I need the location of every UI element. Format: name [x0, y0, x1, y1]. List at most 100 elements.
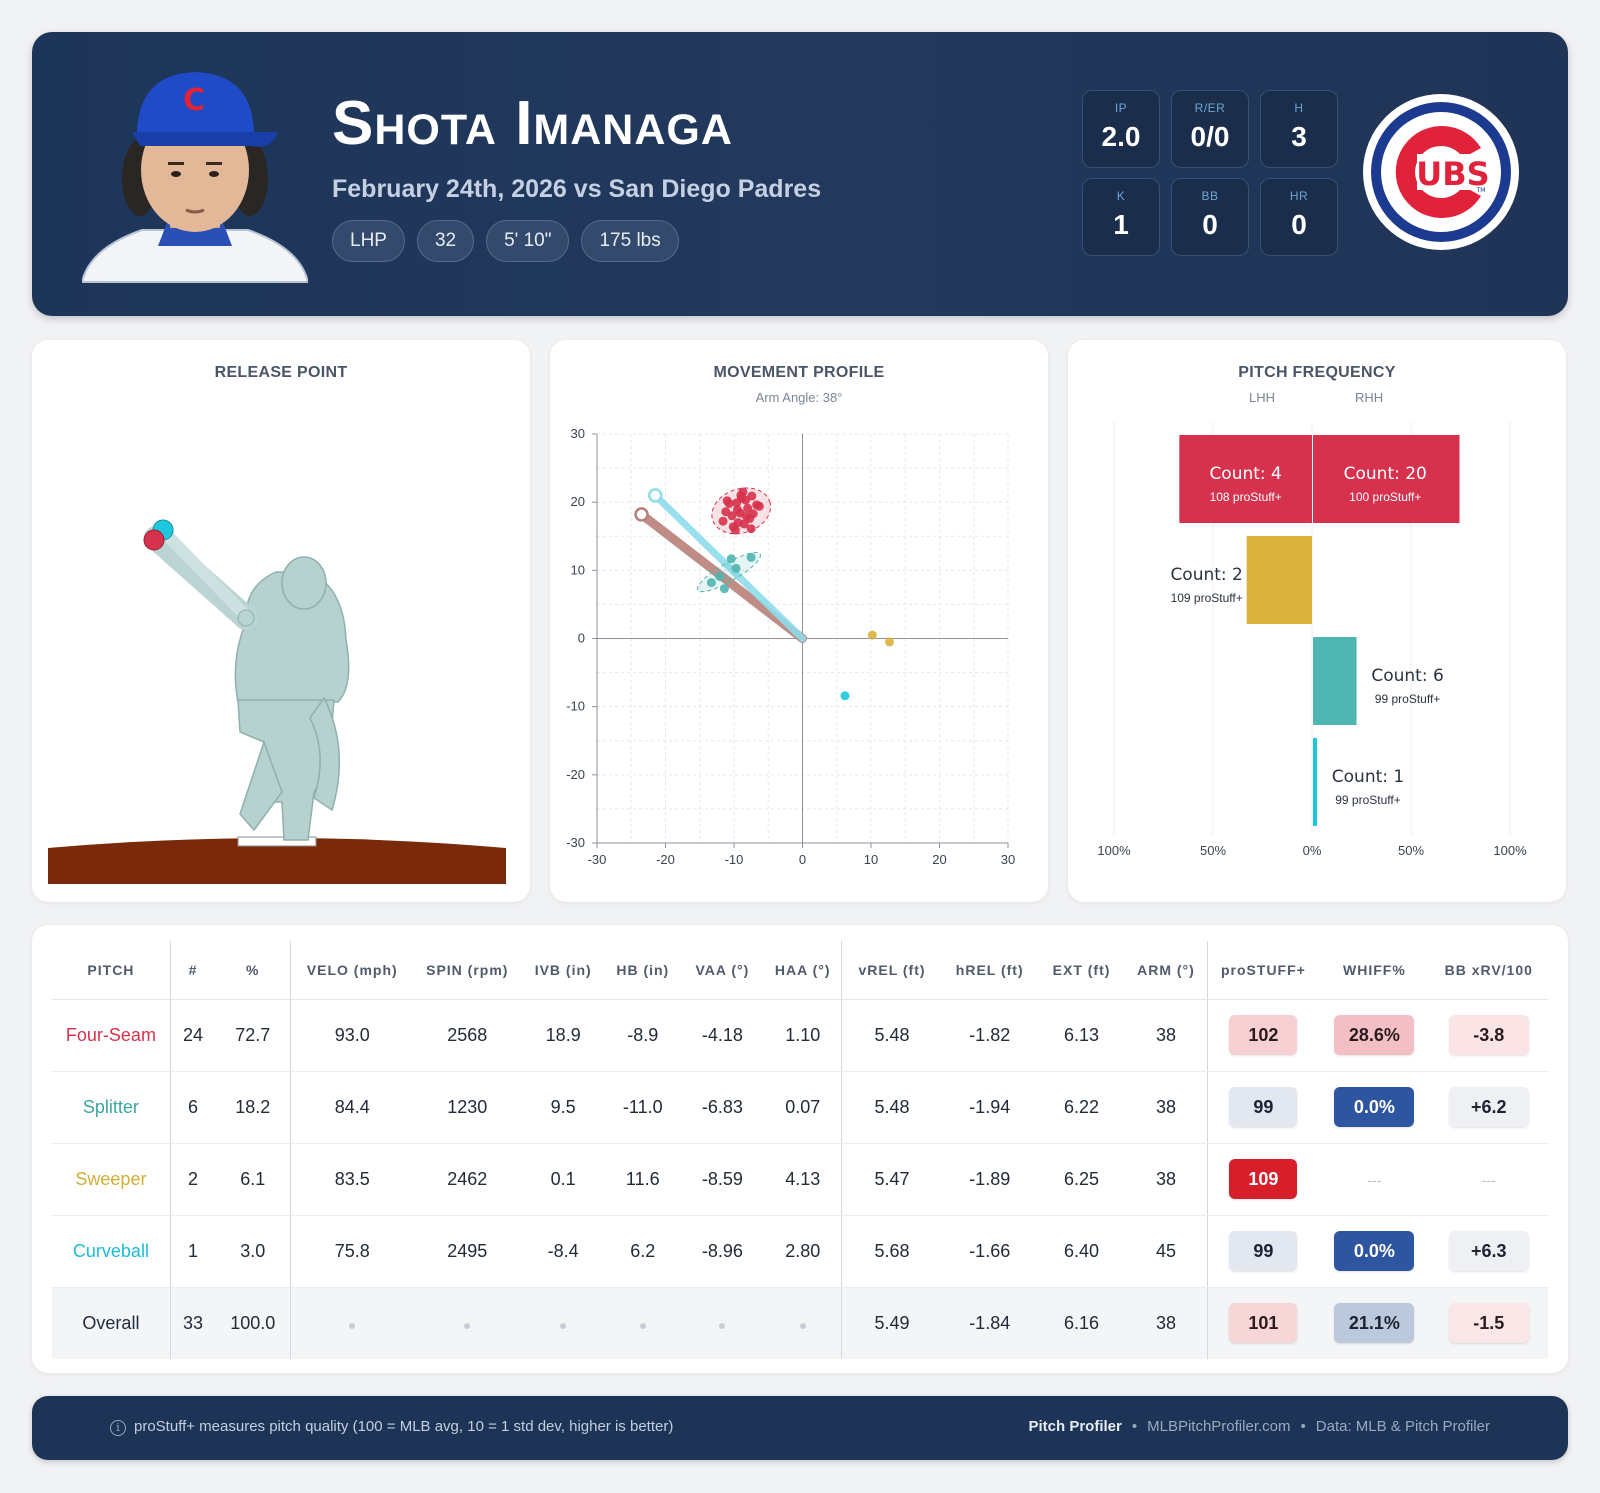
freq-tick-label: 100% — [1493, 843, 1527, 858]
whiff-badge: 28.6% — [1334, 1015, 1415, 1055]
splitter-point — [726, 554, 736, 564]
four-seam-point — [732, 505, 742, 515]
vrel-cell: 5.48 — [841, 999, 942, 1072]
arm-cell: 38 — [1125, 1071, 1208, 1144]
stat-ip: IP 2.0 — [1082, 90, 1160, 168]
prostuff-note: proStuff+ measures pitch quality (100 = … — [134, 1418, 674, 1435]
whiff-cell: --- — [1319, 1143, 1430, 1216]
empty-dot — [719, 1322, 726, 1329]
sweeper-point — [884, 637, 894, 647]
four-seam-lhh-bar — [1179, 435, 1312, 523]
arm-angle-marker — [647, 488, 663, 503]
x-tick-label: 20 — [932, 852, 946, 867]
player-header: C Shota Imanaga February 24th, 2026 vs S… — [32, 32, 1568, 316]
pitch-name-cell: Overall — [52, 1287, 171, 1359]
footer-site-link[interactable]: MLBPitchProfiler.com — [1147, 1418, 1291, 1435]
spin-cell: 2462 — [413, 1143, 522, 1216]
vaa-cell: -4.18 — [680, 999, 765, 1072]
four-seam-rhh-bar — [1313, 435, 1460, 523]
release-point-title: RELEASE POINT — [214, 364, 348, 381]
vrel-cell: 5.47 — [841, 1143, 942, 1216]
lhh-label: LHH — [1249, 390, 1276, 405]
whiff-cell: 0.0% — [1319, 1215, 1430, 1288]
empty-dot — [799, 1322, 806, 1329]
xrv-badge: +6.3 — [1448, 1231, 1529, 1271]
four-seam-point — [754, 501, 764, 511]
splitter-point — [706, 578, 716, 588]
vrel-cell: 5.68 — [841, 1215, 942, 1288]
col-vrel: vREL (ft) — [841, 941, 942, 1000]
freq-count-label: Count: 1 — [1332, 767, 1404, 787]
four-seam-point — [743, 503, 753, 513]
whiff-badge: 21.1% — [1334, 1303, 1415, 1344]
count-cell: 24 — [170, 999, 216, 1072]
x-tick-label: 10 — [864, 852, 878, 867]
table-row: Sweeper 2 6.1 83.5 2462 0.1 11.6 -8.59 4.13 5.47-… — [52, 1143, 1548, 1216]
table-row: Four-Seam 24 72.7 93.0 2568 18.9 -8.9 -4.18 1.10… — [52, 999, 1548, 1072]
ext-cell: 6.13 — [1037, 999, 1126, 1072]
whiff-badge: 0.0% — [1334, 1087, 1415, 1127]
col-hb: HB (in) — [605, 941, 681, 1000]
shoulder-joint — [237, 609, 255, 627]
pitch-name-cell: Four-Seam — [52, 999, 171, 1072]
pitch-frequency-chart: 100% 50% 0% 50% 100% Count: 4 108 proStuff+ Cou… — [1097, 422, 1527, 858]
movement-scatter-chart: -30 30 -20 20 -10 10 0 0 10 -10 20 -20 30 -30 — [566, 426, 1015, 867]
hb-cell: -11.0 — [605, 1071, 681, 1144]
stuff-cell: 101 — [1207, 1287, 1320, 1359]
freq-prostuff-label: 99 proStuff+ — [1335, 793, 1401, 807]
info-icon: i — [110, 1420, 126, 1436]
col-xrv: BB xRV/100 — [1429, 941, 1548, 1000]
footer-credits: Pitch Profiler • MLBPitchProfiler.com • … — [1028, 1418, 1490, 1435]
pitch-name-cell: Splitter — [52, 1071, 171, 1144]
count-cell: 1 — [170, 1215, 216, 1288]
splitter-rhh-bar — [1313, 637, 1357, 725]
col-arm: ARM (°) — [1125, 941, 1208, 1000]
vaa-cell: -6.83 — [680, 1071, 765, 1144]
four-seam-point — [739, 519, 749, 529]
svg-text:C: C — [183, 83, 205, 118]
count-cell: 2 — [170, 1143, 216, 1216]
xrv-cell: +6.3 — [1429, 1215, 1548, 1288]
y-tick-label: 10 — [571, 562, 585, 577]
haa-cell — [764, 1287, 843, 1359]
svg-text:TM: TM — [1476, 187, 1486, 194]
player-name: Shota Imanaga — [332, 89, 733, 158]
four-seam-point — [718, 516, 728, 526]
col-hrel: hREL (ft) — [941, 941, 1038, 1000]
splitter-point — [746, 552, 756, 562]
pitcher-silhouette — [234, 556, 350, 841]
release-point-chart — [48, 519, 506, 884]
ext-cell: 6.25 — [1037, 1143, 1126, 1216]
haa-cell: 1.10 — [764, 999, 843, 1072]
col-velo: VELO (mph) — [290, 941, 414, 1000]
stuff-badge: 101 — [1229, 1303, 1298, 1344]
sweeper-point — [867, 630, 877, 640]
col-count: # — [170, 941, 216, 1000]
ext-cell: 6.16 — [1037, 1287, 1126, 1359]
x-tick-label: -20 — [656, 852, 675, 867]
xrv-badge: +6.2 — [1448, 1087, 1529, 1127]
pitchers-mound — [48, 838, 506, 884]
hb-cell: -8.9 — [605, 999, 681, 1072]
four-seam-point — [741, 511, 751, 521]
splitter-point — [719, 584, 729, 594]
whiff-cell: 28.6% — [1319, 999, 1430, 1072]
stuff-badge: 109 — [1229, 1159, 1298, 1199]
col-ext: EXT (ft) — [1037, 941, 1126, 1000]
x-tick-label: 30 — [1001, 852, 1015, 867]
hb-cell: 6.2 — [605, 1215, 681, 1288]
four-seam-point — [747, 491, 757, 501]
y-tick-label: -10 — [566, 699, 585, 714]
arm-angle-marker — [634, 507, 649, 522]
pitch-metrics-table: PITCH # % VELO (mph) SPIN (rpm) IVB (in)… — [52, 941, 1548, 1359]
haa-cell: 0.07 — [764, 1071, 843, 1144]
stuff-cell: 99 — [1207, 1215, 1320, 1288]
freq-count-label: Count: 4 — [1209, 464, 1281, 484]
stuff-cell: 109 — [1207, 1143, 1320, 1216]
hb-cell — [605, 1287, 681, 1359]
hb-cell: 11.6 — [605, 1143, 681, 1216]
player-info-pills: LHP 32 5' 10" 175 lbs — [332, 220, 679, 262]
empty-dot — [464, 1322, 471, 1329]
stuff-badge: 99 — [1229, 1231, 1298, 1271]
pct-cell: 3.0 — [215, 1215, 292, 1288]
